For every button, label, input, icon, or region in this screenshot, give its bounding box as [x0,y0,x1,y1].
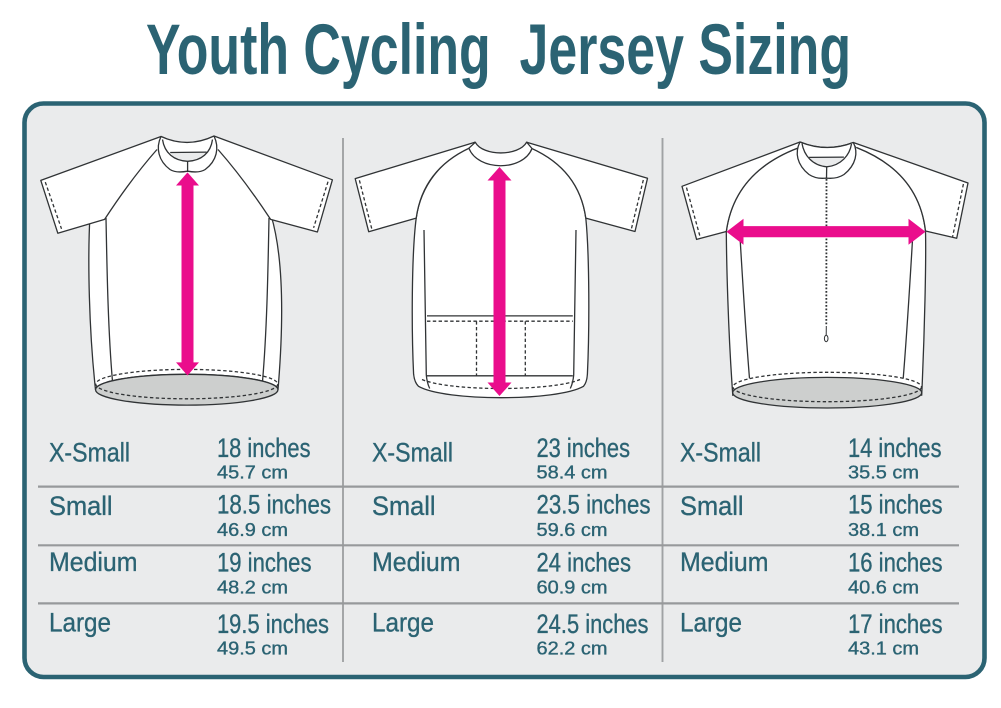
svg-text:18.5 inches: 18.5 inches [217,490,331,520]
svg-text:48.2 cm: 48.2 cm [217,576,288,597]
svg-text:58.4 cm: 58.4 cm [537,462,608,483]
svg-text:16 inches: 16 inches [848,548,943,578]
svg-text:Small: Small [372,491,436,521]
svg-text:X-Small: X-Small [680,438,761,468]
svg-text:Large: Large [680,608,742,638]
svg-text:X-Small: X-Small [49,438,130,468]
svg-text:19.5 inches: 19.5 inches [217,609,329,639]
svg-text:23 inches: 23 inches [537,433,631,463]
svg-text:X-Small: X-Small [372,438,453,468]
svg-text:15 inches: 15 inches [848,490,943,520]
svg-text:Medium: Medium [49,547,138,577]
svg-text:60.9 cm: 60.9 cm [537,576,608,597]
svg-text:Large: Large [372,608,434,638]
svg-text:46.9 cm: 46.9 cm [217,519,288,540]
svg-text:24 inches: 24 inches [537,548,632,578]
svg-text:Small: Small [49,491,113,521]
svg-text:14 inches: 14 inches [848,433,942,463]
svg-text:17 inches: 17 inches [848,609,943,639]
svg-text:43.1 cm: 43.1 cm [848,638,919,659]
svg-text:59.6 cm: 59.6 cm [537,519,608,540]
svg-text:Small: Small [680,491,744,521]
svg-text:45.7 cm: 45.7 cm [217,462,288,483]
svg-text:35.5 cm: 35.5 cm [848,462,919,483]
svg-text:38.1 cm: 38.1 cm [848,519,919,540]
svg-text:Youth Cycling Jersey Sizing: Youth Cycling Jersey Sizing [146,11,851,90]
svg-text:Medium: Medium [680,547,769,577]
svg-text:18 inches: 18 inches [217,433,311,463]
svg-text:23.5 inches: 23.5 inches [537,490,651,520]
svg-text:62.2 cm: 62.2 cm [537,638,608,659]
svg-text:49.5 cm: 49.5 cm [217,638,288,659]
svg-text:Medium: Medium [372,547,461,577]
svg-text:Large: Large [49,608,111,638]
svg-text:40.6 cm: 40.6 cm [848,576,919,597]
svg-text:19 inches: 19 inches [217,548,312,578]
svg-text:24.5 inches: 24.5 inches [537,609,649,639]
